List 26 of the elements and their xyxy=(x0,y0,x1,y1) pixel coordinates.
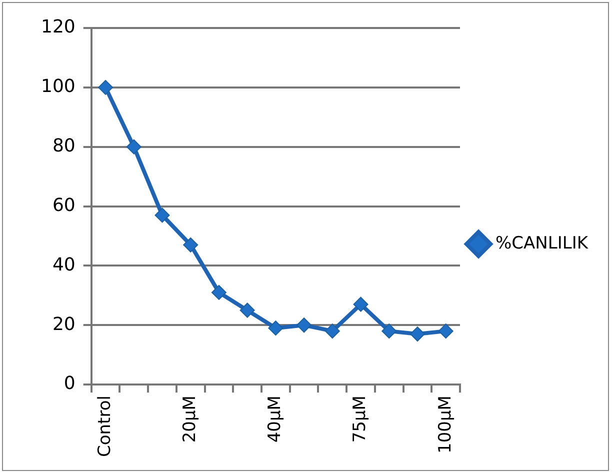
point xyxy=(410,326,425,342)
x-tick-label: 75µM xyxy=(350,396,370,443)
point xyxy=(382,324,397,339)
point xyxy=(353,296,368,312)
point xyxy=(211,284,226,300)
point xyxy=(296,318,312,333)
x-tick-label: 20µM xyxy=(180,396,200,443)
point xyxy=(154,208,170,223)
y-tick-label: 0 xyxy=(64,373,76,394)
point xyxy=(98,80,114,95)
x-tick-label: 40µM xyxy=(265,396,286,443)
y-tick-label: 60 xyxy=(52,194,76,216)
y-tick-label: 40 xyxy=(52,254,76,276)
point xyxy=(268,320,284,336)
point xyxy=(240,302,255,318)
legend-label: %CANLILIK xyxy=(496,233,589,254)
y-tick-label: 20 xyxy=(52,314,76,335)
point xyxy=(126,139,142,154)
point xyxy=(438,324,454,339)
x-tick-label: 100µM xyxy=(435,396,456,454)
y-tick-label: 120 xyxy=(40,16,76,38)
y-tick-label: 100 xyxy=(40,76,76,98)
y-tick-label: 80 xyxy=(52,136,76,157)
point xyxy=(324,324,340,339)
point xyxy=(183,237,198,252)
x-tick-label: Control xyxy=(94,396,115,457)
